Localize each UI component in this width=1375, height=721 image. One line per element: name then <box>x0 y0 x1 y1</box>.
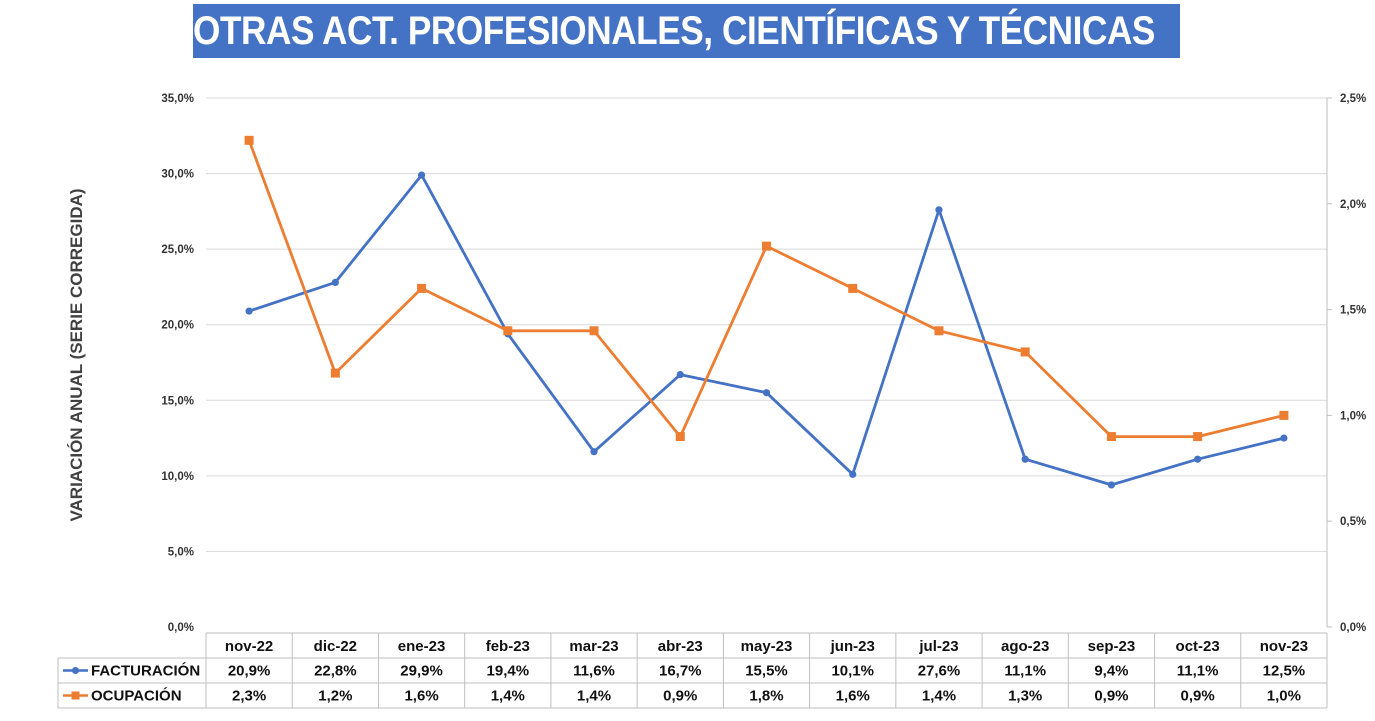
y-axis-label: VARIACIÓN ANUAL (SERIE CORREGIDA) <box>67 188 86 521</box>
data-point <box>244 135 254 145</box>
data-table-cell: 2,3% <box>232 688 266 705</box>
y-left-tick-label: 35,0% <box>161 93 194 105</box>
legend-key-marker <box>71 691 80 700</box>
data-point <box>848 283 858 293</box>
data-table-cell: 11,1% <box>1177 663 1219 680</box>
data-point <box>676 370 684 379</box>
x-category-label: ene-23 <box>398 638 446 655</box>
data-point <box>331 278 339 286</box>
data-table-cell: 19,4% <box>487 663 530 680</box>
chart-title: OTRAS ACT. PROFESIONALES, CIENTÍFICAS Y … <box>193 4 1155 58</box>
x-category-label: oct-23 <box>1176 638 1220 655</box>
data-table-cell: 1,4% <box>491 688 525 705</box>
data-table-cell: 0,9% <box>1094 688 1128 705</box>
y-right-tick-label: 1,0% <box>1340 410 1366 422</box>
legend-label: FACTURACIÓN <box>91 662 200 680</box>
data-point <box>417 171 426 179</box>
data-point <box>1194 455 1202 463</box>
data-point <box>675 432 685 442</box>
data-table-cell: 20,9% <box>228 663 271 680</box>
data-point <box>589 326 599 336</box>
data-point <box>934 326 944 336</box>
data-table-cell: 16,7% <box>659 663 702 680</box>
y-left-tick-label: 15,0% <box>161 395 194 407</box>
y-left-tick-label: 0,0% <box>168 622 194 634</box>
x-category-label: nov-22 <box>225 638 273 655</box>
data-point <box>762 241 771 251</box>
data-point <box>1279 410 1289 420</box>
data-table-cell: 9,4% <box>1094 663 1128 680</box>
x-category-label: dic-22 <box>314 638 357 655</box>
data-table-cell: 1,2% <box>318 688 352 705</box>
y-left-tick-label: 30,0% <box>161 169 194 181</box>
data-table-cell: 29,9% <box>400 663 443 680</box>
legend-key-marker <box>72 667 79 674</box>
data-table-cell: 1,4% <box>577 688 611 705</box>
x-category-label: mar-23 <box>569 638 618 655</box>
x-category-label: ago-23 <box>1001 638 1049 655</box>
data-table-cell: 0,9% <box>1181 688 1215 705</box>
data-table-cell: 15,5% <box>745 663 788 680</box>
x-category-label: nov-23 <box>1260 638 1308 655</box>
data-table-cell: 27,6% <box>918 663 961 680</box>
data-table-cell: 10,1% <box>831 663 874 680</box>
y-left-tick-label: 25,0% <box>161 244 194 256</box>
data-point <box>330 368 340 378</box>
y-left-tick-label: 10,0% <box>161 471 194 483</box>
data-table-cell: 1,0% <box>1267 688 1301 705</box>
y-right-tick-label: 2,0% <box>1340 199 1366 211</box>
x-category-label: abr-23 <box>658 638 703 655</box>
series-line-facturacion <box>248 173 1285 487</box>
data-point <box>503 326 513 336</box>
data-point <box>590 448 598 456</box>
data-table-cell: 11,1% <box>1004 663 1046 680</box>
y-right-tick-label: 0,5% <box>1340 516 1366 528</box>
data-point <box>762 389 771 397</box>
data-point <box>1193 432 1203 442</box>
data-table-cell: 1,6% <box>836 688 870 705</box>
data-point <box>417 283 427 293</box>
gridlines <box>206 97 1327 552</box>
data-table-cell: 12,5% <box>1263 663 1306 680</box>
x-category-label: feb-23 <box>486 638 530 655</box>
data-point <box>935 206 943 214</box>
x-category-label: may-23 <box>741 638 793 655</box>
y-right-tick-label: 0,0% <box>1340 622 1366 634</box>
x-category-label: jun-23 <box>830 638 875 655</box>
data-table-cell: 1,6% <box>404 688 438 705</box>
data-table-cell: 1,3% <box>1008 688 1042 705</box>
data-table-cell: 0,9% <box>663 688 697 705</box>
data-table-cell: 1,8% <box>749 688 783 705</box>
data-point <box>1021 455 1029 463</box>
y-left-tick-label: 5,0% <box>168 546 194 558</box>
y-right-tick-label: 2,5% <box>1340 93 1366 105</box>
series-lines <box>244 135 1289 489</box>
data-point <box>1280 434 1288 442</box>
y-right-tick-label: 1,5% <box>1340 305 1366 317</box>
data-table: nov-22 dic-22 ene-23 feb-23 mar-23 abr-23 may-… <box>57 632 1328 709</box>
axes: 0,0% 5,0% 10,0% 15,0% 20,0% 25,0% 30,0% 35,0% 0,… <box>161 93 1366 634</box>
x-category-label: jul-23 <box>918 638 958 655</box>
data-table-cell: 1,4% <box>922 688 956 705</box>
data-point <box>245 307 253 315</box>
data-point <box>1020 347 1030 357</box>
y-left-tick-label: 20,0% <box>161 320 194 332</box>
legend-label: OCUPACIÓN <box>91 687 182 705</box>
data-point <box>1106 432 1116 442</box>
data-table-cell: 11,6% <box>573 663 615 680</box>
data-point <box>849 470 857 478</box>
data-point <box>1107 481 1116 489</box>
x-category-label: sep-23 <box>1088 638 1136 655</box>
data-table-cell: 22,8% <box>314 663 357 680</box>
